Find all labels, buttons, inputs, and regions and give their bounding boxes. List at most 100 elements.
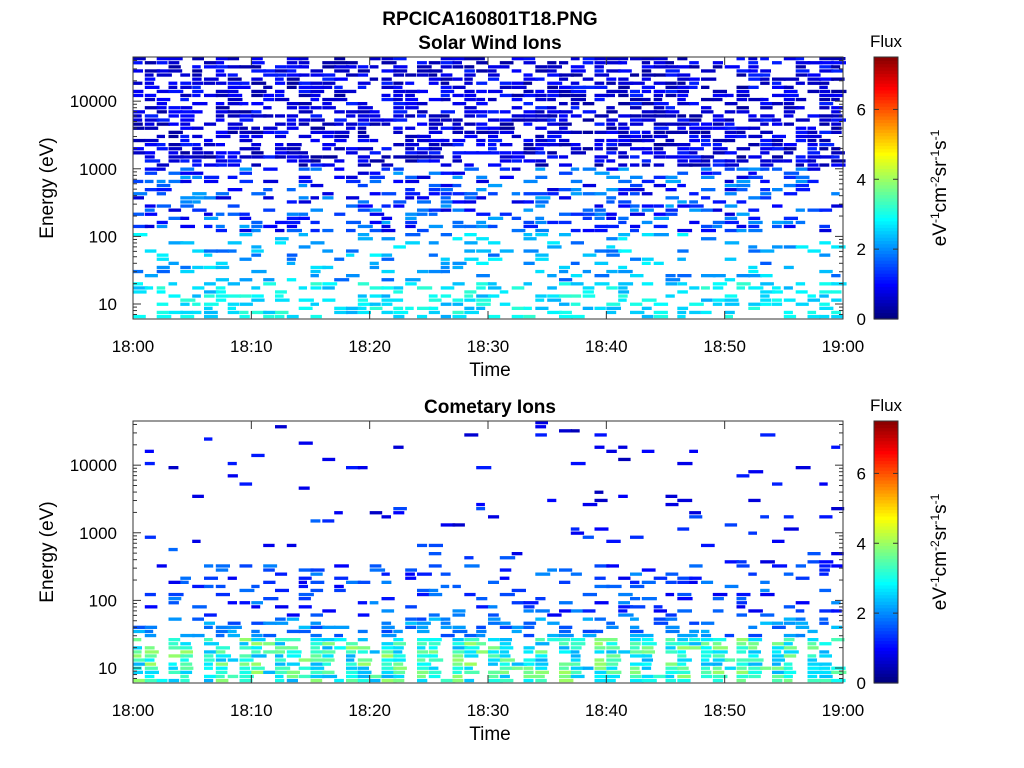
heatmap-cell bbox=[275, 298, 290, 302]
heatmap-cell bbox=[357, 138, 370, 143]
heatmap-cell bbox=[831, 89, 847, 94]
heatmap-cell bbox=[440, 633, 455, 638]
heatmap-cell bbox=[559, 171, 573, 175]
heatmap-cell bbox=[227, 188, 243, 192]
heatmap-cell bbox=[381, 621, 392, 625]
heatmap-cell bbox=[310, 666, 325, 670]
heatmap-cell bbox=[748, 118, 764, 122]
colorbar-segment bbox=[874, 282, 898, 287]
heatmap-cell bbox=[192, 286, 205, 290]
heatmap-cell bbox=[168, 466, 179, 470]
heatmap-cell bbox=[701, 642, 710, 646]
heatmap-cell bbox=[748, 670, 762, 674]
heatmap-cell bbox=[417, 572, 432, 576]
heatmap-cell bbox=[357, 646, 371, 650]
heatmap-cell bbox=[689, 163, 702, 167]
heatmap-cell bbox=[570, 85, 586, 89]
heatmap-cell bbox=[464, 310, 479, 315]
heatmap-cell bbox=[488, 134, 499, 139]
heatmap-cell bbox=[559, 155, 569, 159]
heatmap-cell bbox=[464, 134, 478, 139]
heatmap-cell bbox=[440, 77, 453, 81]
heatmap-cell bbox=[570, 650, 580, 654]
heatmap-cell bbox=[724, 93, 734, 98]
heatmap-cell bbox=[263, 97, 275, 102]
heatmap-cell bbox=[168, 61, 180, 65]
heatmap-cell bbox=[452, 200, 466, 204]
x-tick-label: 18:20 bbox=[348, 337, 391, 356]
heatmap-cell bbox=[665, 65, 679, 69]
heatmap-cell bbox=[393, 650, 403, 654]
heatmap-cell bbox=[724, 314, 733, 319]
heatmap-cell bbox=[417, 138, 431, 143]
heatmap-cell bbox=[476, 249, 492, 253]
heatmap-cell bbox=[701, 286, 710, 290]
heatmap-cell bbox=[677, 642, 690, 646]
heatmap-cell bbox=[677, 257, 686, 261]
heatmap-cell bbox=[535, 163, 549, 167]
heatmap-cell bbox=[736, 228, 747, 233]
heatmap-cell bbox=[322, 662, 331, 666]
heatmap-cell bbox=[334, 159, 345, 163]
heatmap-cell bbox=[523, 208, 534, 212]
heatmap-cell bbox=[499, 212, 512, 216]
heatmap-cell bbox=[393, 65, 408, 69]
heatmap-cell bbox=[819, 93, 834, 98]
heatmap-cell bbox=[369, 678, 381, 683]
heatmap-cell bbox=[452, 650, 465, 654]
heatmap-cell bbox=[760, 143, 775, 147]
heatmap-cell bbox=[357, 110, 373, 114]
heatmap-cell bbox=[535, 670, 549, 674]
heatmap-cell bbox=[180, 576, 191, 580]
heatmap-cell bbox=[417, 678, 428, 683]
heatmap-cell bbox=[405, 81, 415, 85]
heatmap-cell bbox=[641, 138, 655, 143]
heatmap-cell bbox=[653, 134, 668, 139]
heatmap-cell bbox=[381, 57, 394, 61]
heatmap-cell bbox=[428, 666, 439, 670]
heatmap-cell bbox=[712, 126, 728, 130]
heatmap-cell bbox=[712, 61, 723, 65]
colorbar-label-part: sr bbox=[930, 160, 951, 177]
heatmap-cell bbox=[783, 670, 797, 674]
heatmap-cell bbox=[630, 654, 646, 658]
heatmap-cell bbox=[523, 674, 536, 679]
heatmap-cell bbox=[783, 666, 793, 670]
heatmap-cell bbox=[334, 61, 348, 65]
heatmap-cell bbox=[783, 143, 797, 147]
heatmap-cell bbox=[511, 306, 525, 310]
heatmap-cell bbox=[582, 228, 595, 233]
heatmap-cell bbox=[736, 89, 750, 94]
heatmap-cell bbox=[831, 638, 845, 642]
heatmap-cell bbox=[641, 110, 657, 114]
heatmap-cell bbox=[204, 437, 213, 441]
heatmap-cell bbox=[641, 220, 653, 225]
heatmap-cell bbox=[405, 216, 417, 220]
heatmap-cell bbox=[488, 617, 501, 621]
heatmap-cell bbox=[357, 81, 371, 85]
heatmap-cell bbox=[369, 286, 384, 290]
heatmap-cell bbox=[405, 306, 414, 310]
heatmap-cell bbox=[227, 85, 241, 89]
heatmap-cell bbox=[760, 147, 775, 151]
heatmap-cell bbox=[831, 445, 841, 449]
colorbar-segment bbox=[874, 427, 898, 432]
colorbar-segment bbox=[874, 571, 898, 576]
heatmap-cell bbox=[795, 81, 805, 85]
heatmap-cell bbox=[559, 269, 569, 274]
heatmap-cell bbox=[606, 110, 618, 114]
heatmap-cell bbox=[310, 69, 323, 73]
heatmap-cell bbox=[783, 151, 794, 155]
heatmap-cell bbox=[298, 118, 311, 122]
heatmap-cell bbox=[630, 89, 640, 94]
heatmap-cell bbox=[476, 282, 490, 286]
heatmap-cell bbox=[523, 237, 537, 241]
heatmap-cell bbox=[488, 650, 499, 654]
heatmap-cell bbox=[724, 560, 739, 564]
heatmap-cell bbox=[736, 474, 750, 478]
colorbar-segment bbox=[874, 666, 898, 671]
heatmap-cell bbox=[547, 188, 559, 192]
heatmap-cell bbox=[559, 138, 570, 143]
heatmap-cell bbox=[227, 302, 239, 306]
heatmap-cell bbox=[772, 143, 783, 147]
